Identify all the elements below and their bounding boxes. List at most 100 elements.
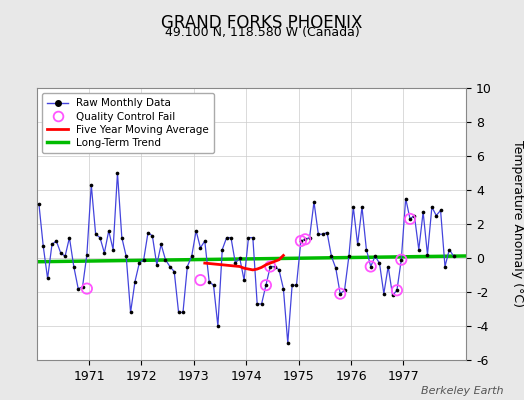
Point	[366, 263, 375, 270]
Point	[301, 236, 309, 242]
Point	[388, 292, 397, 298]
Point	[406, 216, 414, 222]
Point	[432, 212, 440, 219]
Point	[214, 323, 222, 329]
Point	[218, 246, 226, 253]
Point	[288, 282, 297, 288]
Point	[384, 263, 392, 270]
Point	[231, 260, 239, 266]
Point	[92, 231, 100, 237]
Point	[235, 255, 244, 261]
Point	[270, 263, 279, 270]
Point	[96, 234, 104, 241]
Point	[406, 216, 414, 222]
Point	[297, 238, 305, 244]
Point	[209, 282, 217, 288]
Point	[43, 275, 52, 282]
Point	[161, 256, 170, 263]
Point	[336, 290, 344, 297]
Point	[87, 182, 95, 188]
Point	[83, 251, 91, 258]
Point	[109, 246, 117, 253]
Point	[48, 241, 56, 248]
Point	[100, 250, 108, 256]
Point	[345, 253, 353, 260]
Point	[122, 253, 130, 260]
Point	[139, 256, 148, 263]
Point	[244, 234, 253, 241]
Point	[336, 290, 344, 297]
Point	[450, 253, 458, 260]
Point	[292, 282, 301, 288]
Point	[70, 263, 78, 270]
Point	[57, 250, 65, 256]
Y-axis label: Temperature Anomaly (°C): Temperature Anomaly (°C)	[511, 140, 524, 308]
Point	[428, 204, 436, 210]
Point	[179, 309, 187, 316]
Point	[414, 246, 423, 253]
Point	[279, 286, 288, 292]
Point	[152, 262, 161, 268]
Point	[380, 290, 388, 297]
Point	[170, 268, 178, 275]
Point	[410, 212, 419, 219]
Point	[297, 238, 305, 244]
Point	[261, 282, 270, 288]
Point	[166, 263, 174, 270]
Point	[35, 200, 43, 207]
Point	[183, 263, 192, 270]
Point	[39, 243, 47, 249]
Point	[144, 229, 152, 236]
Point	[436, 207, 445, 214]
Point	[392, 287, 401, 294]
Point	[366, 263, 375, 270]
Point	[397, 256, 406, 263]
Point	[113, 170, 122, 176]
Point	[148, 233, 157, 239]
Text: Berkeley Earth: Berkeley Earth	[421, 386, 503, 396]
Point	[392, 287, 401, 294]
Point	[445, 246, 454, 253]
Point	[83, 286, 91, 292]
Point	[371, 253, 379, 260]
Point	[332, 265, 340, 271]
Point	[61, 253, 69, 260]
Point	[301, 236, 309, 242]
Point	[65, 234, 73, 241]
Point	[441, 263, 449, 270]
Point	[188, 253, 196, 260]
Point	[261, 282, 270, 288]
Point	[305, 234, 314, 241]
Point	[358, 204, 366, 210]
Point	[362, 246, 370, 253]
Point	[223, 234, 231, 241]
Point	[205, 278, 213, 285]
Point	[130, 278, 139, 285]
Point	[240, 277, 248, 283]
Point	[157, 241, 166, 248]
Point	[349, 204, 357, 210]
Point	[423, 251, 432, 258]
Point	[401, 195, 410, 202]
Point	[135, 260, 144, 266]
Point	[174, 309, 183, 316]
Point	[74, 286, 82, 292]
Point	[118, 234, 126, 241]
Point	[266, 263, 275, 270]
Point	[419, 209, 427, 215]
Point	[196, 277, 204, 283]
Point	[78, 284, 86, 290]
Point	[319, 231, 327, 237]
Point	[375, 260, 384, 266]
Point	[340, 287, 348, 294]
Point	[257, 301, 266, 307]
Point	[314, 231, 323, 237]
Point	[275, 267, 283, 273]
Point	[327, 253, 335, 260]
Point	[397, 256, 406, 263]
Point	[253, 301, 261, 307]
Point	[227, 234, 235, 241]
Point	[126, 309, 135, 316]
Point	[201, 238, 209, 244]
Legend: Raw Monthly Data, Quality Control Fail, Five Year Moving Average, Long-Term Tren: Raw Monthly Data, Quality Control Fail, …	[42, 93, 214, 153]
